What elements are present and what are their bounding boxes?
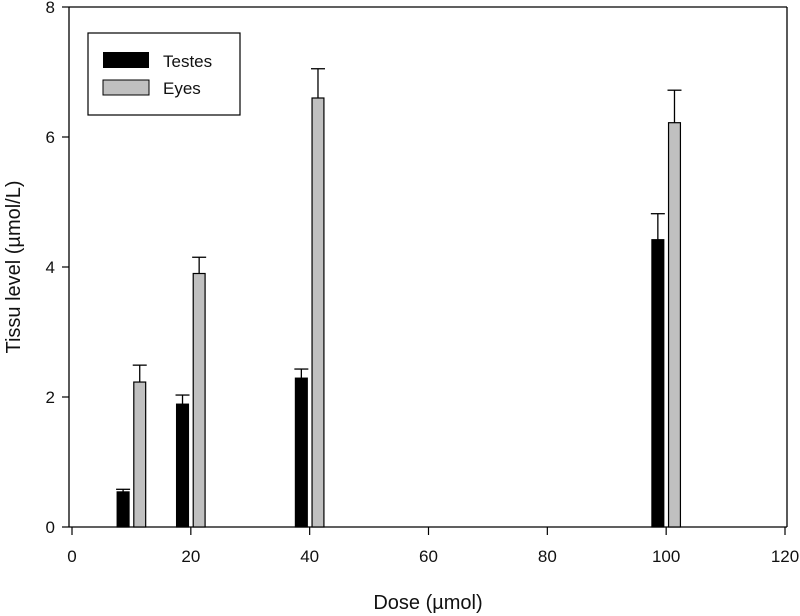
bar-testes [294, 377, 308, 528]
bar-eyes [311, 97, 325, 528]
legend-label-eyes: Eyes [163, 79, 201, 98]
x-tick-label: 60 [419, 547, 438, 566]
bar-eyes [192, 272, 206, 528]
x-tick-label: 0 [67, 547, 76, 566]
bar-testes [116, 491, 130, 528]
x-tick-label: 40 [300, 547, 319, 566]
legend-swatch-eyes [102, 79, 150, 96]
bars [116, 68, 682, 528]
y-tick-label: 4 [46, 258, 55, 277]
y-tick-label: 2 [46, 388, 55, 407]
y-tick-label: 6 [46, 128, 55, 147]
y-axis-title: Tissu level (µmol/L) [3, 180, 25, 353]
y-tick-label: 8 [46, 0, 55, 17]
legend: Testes Eyes [87, 32, 241, 116]
x-tick-label: 100 [652, 547, 680, 566]
bar-eyes [133, 381, 147, 528]
y-tick-label: 0 [46, 518, 55, 537]
x-tick-label: 80 [538, 547, 557, 566]
bar-testes [175, 403, 190, 528]
legend-label-testes: Testes [163, 52, 212, 71]
legend-swatch-testes [103, 52, 149, 68]
x-tick-label: 20 [181, 547, 200, 566]
bar-eyes [667, 122, 682, 528]
bar-testes [651, 239, 665, 528]
legend-box [87, 32, 241, 116]
x-axis-title: Dose (µmol) [373, 592, 482, 614]
x-tick-label: 120 [771, 547, 799, 566]
